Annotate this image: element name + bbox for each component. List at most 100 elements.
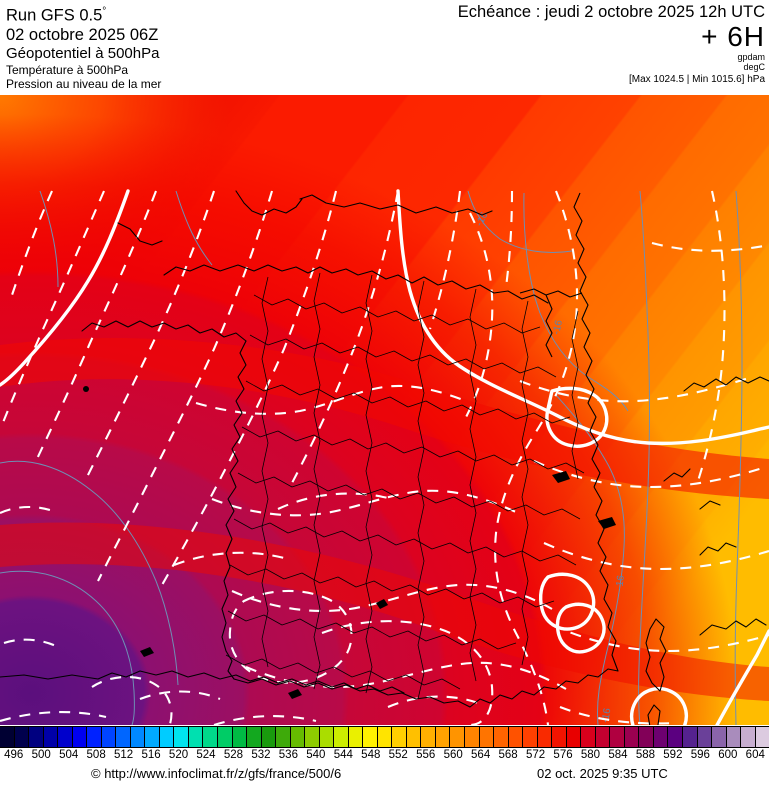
colorbar-swatch — [653, 727, 669, 747]
unit-geopotential-label: gpdam — [737, 52, 765, 62]
colorbar-tick: 600 — [718, 749, 738, 761]
colorbar-tick: 568 — [498, 749, 518, 761]
colorbar-tick: 564 — [471, 749, 491, 761]
colorbar-tick: 544 — [333, 749, 353, 761]
geopotential-shading-layer — [0, 95, 769, 725]
colorbar-swatch — [290, 727, 306, 747]
colorbar-swatch — [712, 727, 727, 747]
colorbar-swatch — [58, 727, 73, 747]
colorbar-swatch — [363, 727, 378, 747]
colorbar-swatch — [188, 727, 204, 747]
colorbar-swatch — [392, 727, 407, 747]
forecast-map-canvas[interactable]: .coast{fill:none;stroke:#000;stroke-widt… — [0, 95, 769, 725]
colorbar-swatch — [668, 727, 683, 747]
colorbar-tick: 520 — [168, 749, 189, 761]
colorbar-swatch — [116, 727, 131, 747]
colorbar-swatch — [494, 727, 509, 747]
valid-time-label: Echéance : jeudi 2 octobre 2025 12h UTC — [457, 3, 765, 21]
units-block: gpdam degC — [737, 52, 765, 72]
colorbar-tick: 588 — [635, 749, 655, 761]
colorbar-swatch — [87, 727, 102, 747]
colorbar-tick: 504 — [59, 749, 79, 761]
field-geopotential-label: Géopotentiel à 500hPa — [6, 44, 160, 62]
field-temperature-label: Température à 500hPa — [6, 62, 129, 77]
colorbar-tick-labels: 496 500 504 508 512 516 520 524 528 532 536 540 544 5… — [0, 748, 769, 764]
colorbar-tick: 512 — [113, 749, 134, 761]
colorbar-swatch — [145, 727, 160, 747]
colorbar-tick: 500 — [31, 749, 51, 761]
colorbar-swatch — [552, 727, 567, 747]
colorbar-swatch — [101, 727, 117, 747]
colorbar-swatch — [682, 727, 698, 747]
colorbar-swatch — [697, 727, 713, 747]
colorbar-tick: 540 — [306, 749, 326, 761]
colorbar-swatch — [130, 727, 146, 747]
colorbar-swatch — [479, 727, 495, 747]
mslp-contour-layer — [0, 190, 743, 725]
colorbar-swatch — [217, 727, 233, 747]
colorbar-swatch — [276, 727, 291, 747]
colorbar-tick: 576 — [553, 749, 573, 761]
colorbar-swatch — [741, 727, 756, 747]
copyright-url[interactable]: © http://www.infoclimat.fr/z/gfs/france/… — [91, 766, 342, 781]
model-run-label: Run GFS 0.5° — [6, 2, 161, 26]
svg-text:-16: -16 — [551, 319, 565, 336]
colorbar-tick: 584 — [608, 749, 628, 761]
colorbar-swatch — [581, 727, 596, 747]
colorbar-swatch — [334, 727, 349, 747]
colorbar-swatch — [610, 727, 625, 747]
colorbar-swatch — [247, 727, 262, 747]
colorbar-swatch — [566, 727, 582, 747]
colorbar-tick: 536 — [278, 749, 298, 761]
colorbar-tick: 548 — [361, 749, 381, 761]
geography-layer — [0, 190, 769, 725]
colorbar-swatch — [523, 727, 538, 747]
colorbar-swatch — [508, 727, 524, 747]
run-datetime-label: 02 octobre 2025 06Z — [6, 25, 159, 44]
colorbar-tick: 496 — [4, 749, 24, 761]
colorbar-tick: 552 — [388, 749, 408, 761]
map-svg: .coast{fill:none;stroke:#000;stroke-widt… — [0, 95, 769, 725]
colorbar-swatch — [261, 727, 277, 747]
map-footer: © http://www.infoclimat.fr/z/gfs/france/… — [0, 765, 769, 786]
colorbar-tick: 592 — [663, 749, 683, 761]
field-mslp-label: Pression au niveau de la mer — [6, 76, 162, 91]
colorbar-swatch — [72, 727, 88, 747]
colorbar-tick: 560 — [443, 749, 463, 761]
colorbar-swatch — [43, 727, 59, 747]
map-header: Run GFS 0.5° 02 octobre 2025 06Z Géopote… — [0, 0, 769, 95]
colorbar-tick: 596 — [690, 749, 710, 761]
colorbar-tick: 508 — [86, 749, 106, 761]
colorbar-swatch — [624, 727, 640, 747]
degree-symbol: ° — [102, 6, 107, 17]
colorbar-swatch — [29, 727, 44, 747]
colorbar-swatch — [159, 727, 175, 747]
colorbar-swatch — [348, 727, 364, 747]
colorbar-swatch — [406, 727, 422, 747]
colorbar-swatch — [232, 727, 248, 747]
colorbar-tick: 604 — [745, 749, 765, 761]
colorbar-swatch — [726, 727, 742, 747]
colorbar-swatch — [595, 727, 611, 747]
geopotential-colorbar[interactable] — [0, 726, 769, 748]
colorbar-swatch — [435, 727, 451, 747]
colorbar-tick: 572 — [525, 749, 546, 761]
colorbar-swatch — [465, 727, 480, 747]
colorbar-swatch — [0, 727, 15, 747]
colorbar-tick: 532 — [251, 749, 271, 761]
header-left-block: Run GFS 0.5° 02 octobre 2025 06Z Géopote… — [6, 2, 161, 91]
colorbar-tick: 556 — [416, 749, 436, 761]
colorbar-swatch — [319, 727, 335, 747]
unit-temperature-label: degC — [743, 62, 765, 72]
colorbar-tick: 516 — [141, 749, 161, 761]
colorbar-swatch — [377, 727, 393, 747]
colorbar-swatch — [755, 727, 769, 747]
generation-timestamp: 02 oct. 2025 9:35 UTC — [537, 766, 668, 781]
colorbar-tick: 528 — [223, 749, 244, 761]
colorbar-swatch — [639, 727, 654, 747]
colorbar-swatch — [421, 727, 436, 747]
colorbar-swatch — [450, 727, 465, 747]
geopotential-isohypse-layer — [0, 189, 769, 725]
map-layers: -16 -16 -16 -16 — [0, 95, 769, 725]
